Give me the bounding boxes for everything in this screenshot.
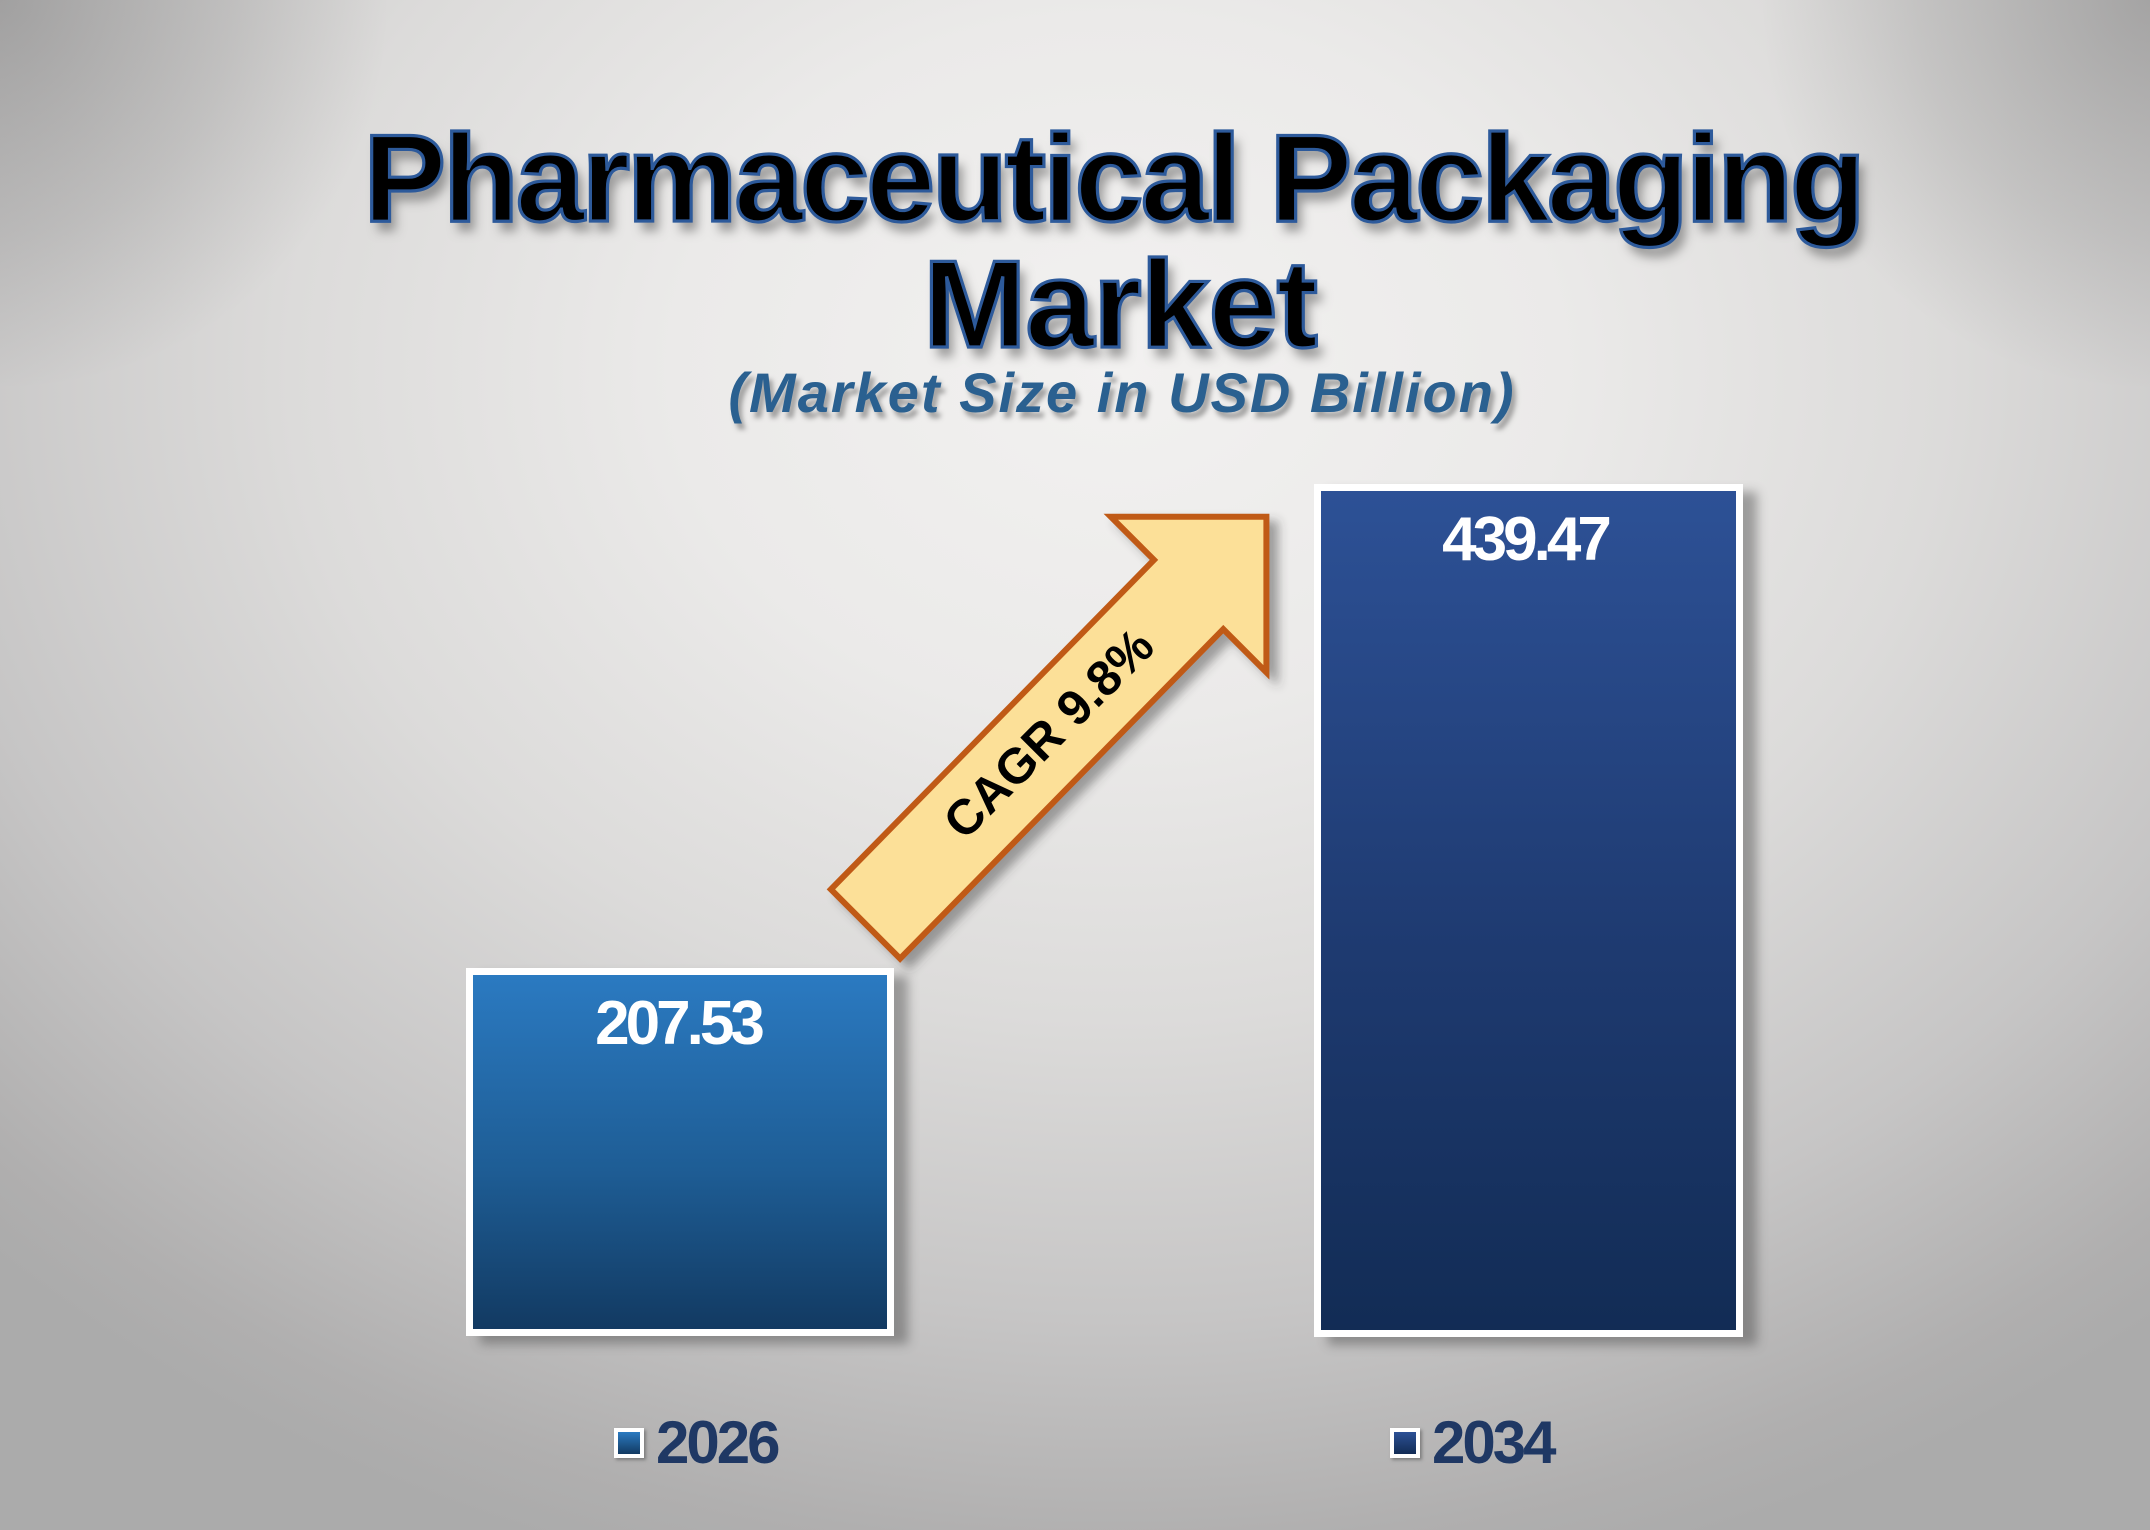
- svg-text:CAGR 9.8%: CAGR 9.8%: [933, 618, 1164, 849]
